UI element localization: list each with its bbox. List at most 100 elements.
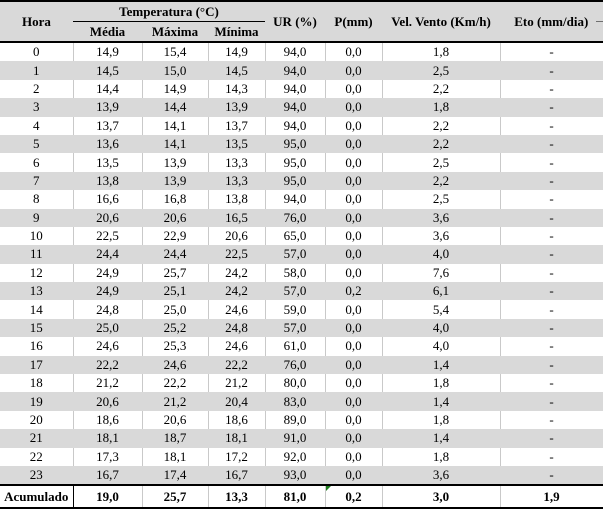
cell-eto: -	[499, 447, 603, 466]
cell-vento: 3,6	[381, 226, 501, 246]
cell-vento: 2,2	[381, 171, 501, 191]
table-row: 7 13,8 13,9 13,3 95,0 0,0 2,2-	[0, 171, 603, 191]
cell-eto: -	[499, 245, 603, 264]
cell-minima: 24,2	[207, 263, 266, 283]
cell-ur: 57,0	[264, 318, 326, 338]
cell-minima: 17,2	[207, 447, 266, 466]
cell-eto: -	[499, 429, 603, 448]
footer-row-acumulado: Acumulado 19,0 25,7 13,3 81,0 0,2 3,0 1,…	[0, 485, 603, 509]
cell-vento: 2,2	[381, 134, 501, 154]
cell-vento: 4,0	[381, 337, 501, 356]
cell-ur: 80,0	[264, 374, 326, 393]
cell-minima: 22,2	[207, 355, 266, 375]
cell-minima: 20,4	[207, 392, 266, 411]
cell-ur: 94,0	[264, 98, 326, 117]
cell-ur: 93,0	[264, 465, 326, 486]
cell-ur: 95,0	[264, 171, 326, 191]
table-row: 12 24,9 25,7 24,2 58,0 0,0 7,6-	[0, 263, 603, 283]
cell-p: 0,0	[324, 190, 383, 209]
cell-vento: 1,8	[381, 447, 501, 466]
cell-ur: 89,0	[264, 410, 326, 430]
cell-media: 24,6	[72, 337, 142, 356]
cell-ur: 94,0	[264, 42, 326, 62]
cell-p: 0,0	[324, 355, 383, 375]
cell-p: 0,0	[324, 134, 383, 154]
cell-media: 22,2	[72, 355, 142, 375]
table-row: 19 20,6 21,2 20,4 83,0 0,0 1,4-	[0, 392, 603, 411]
cell-ur: 57,0	[264, 282, 326, 301]
cell-eto: -	[499, 410, 603, 430]
cell-hora: 9	[0, 208, 73, 227]
cell-media: 18,6	[72, 410, 142, 430]
footer-cell-eto: 1,9	[499, 485, 603, 509]
cell-media: 13,5	[72, 153, 142, 172]
cell-p: 0,0	[324, 226, 383, 246]
cell-hora: 7	[0, 171, 73, 191]
table-row: 13 24,9 25,1 24,2 57,0 0,2 6,1-	[0, 282, 603, 301]
cell-maxima: 13,9	[141, 153, 208, 172]
cell-minima: 13,7	[207, 116, 266, 135]
cell-minima: 24,6	[207, 300, 266, 319]
cell-minima: 24,6	[207, 337, 266, 356]
cell-eto: -	[499, 300, 603, 319]
table-row: 10 22,5 22,9 20,6 65,0 0,0 3,6-	[0, 226, 603, 246]
cell-media: 14,9	[72, 42, 142, 62]
cell-maxima: 22,9	[141, 226, 208, 246]
cell-hora: 4	[33, 117, 40, 133]
cell-vento: 2,2	[381, 116, 501, 135]
table-row: 0 14,9 15,4 14,9 94,0 0,0 1,8-	[0, 42, 603, 62]
cell-maxima: 15,0	[141, 61, 208, 80]
footer-cell-maxima: 25,7	[141, 485, 208, 509]
cell-minima: 21,2	[207, 374, 266, 393]
cell-hora: 18	[29, 375, 43, 391]
table-body: 0 14,9 15,4 14,9 94,0 0,0 1,8-1 14,5 15,0 14,5 94,…	[0, 42, 603, 486]
cell-eto: -	[499, 263, 603, 283]
cell-ur: 94,0	[264, 116, 326, 135]
cell-ur: 76,0	[264, 355, 326, 375]
cell-vento: 7,6	[381, 263, 501, 283]
footer-label-acumulado: Acumulado	[0, 485, 74, 509]
cell-hora: 11	[0, 245, 73, 264]
cell-minima: 13,8	[207, 190, 266, 209]
header-row-1: Hora Temperatura (°C) UR (%) P(mm) Vel. …	[0, 1, 603, 42]
table-row: 5 13,6 14,1 13,5 95,0 0,0 2,2-	[0, 134, 603, 154]
cell-vento: 1,8	[381, 98, 501, 117]
cell-media: 20,6	[72, 392, 142, 411]
cell-ur: 95,0	[264, 134, 326, 154]
cell-media: 24,9	[72, 263, 142, 283]
cell-maxima: 14,9	[141, 79, 208, 99]
cell-p: 0,0	[324, 337, 383, 356]
footer-cell-ur: 81,0	[264, 485, 326, 509]
cell-ur: 58,0	[264, 263, 326, 283]
cell-p: 0,0	[324, 374, 383, 393]
cell-minima: 18,6	[207, 410, 266, 430]
cell-eto: -	[499, 134, 603, 154]
table-row: 22 17,3 18,1 17,2 92,0 0,0 1,8-	[0, 447, 603, 466]
cell-media: 14,5	[72, 61, 142, 80]
col-header-minima: Mínima	[208, 21, 266, 42]
cell-p: 0,0	[324, 171, 383, 191]
cell-media: 17,3	[72, 447, 142, 466]
cell-eto: -	[499, 116, 603, 135]
cell-p: 0,0	[324, 153, 383, 172]
cell-vento: 1,4	[381, 392, 501, 411]
cell-eto: -	[499, 374, 603, 393]
cell-hora: 3	[0, 98, 73, 117]
header-row-2: Média Máxima Mínima	[0, 21, 603, 42]
table-row: 2 14,4 14,9 14,3 94,0 0,0 2,2-	[0, 79, 603, 99]
table-header: Hora Temperatura (°C) UR (%) P(mm) Vel. …	[0, 1, 603, 42]
cell-media: 16,7	[72, 465, 142, 486]
table-row: 17 22,2 24,6 22,2 76,0 0,0 1,4-	[0, 355, 603, 375]
cell-ur: 59,0	[264, 300, 326, 319]
cell-vento: 2,5	[381, 153, 501, 172]
cell-hora: 17	[0, 355, 73, 375]
cell-p: 0,0	[324, 263, 383, 283]
cell-media: 13,7	[72, 116, 142, 135]
cell-p: 0,0	[324, 61, 383, 80]
cell-hora: 13	[0, 282, 73, 301]
cell-minima: 13,3	[207, 153, 266, 172]
cell-minima: 14,5	[207, 61, 266, 80]
cell-minima: 13,9	[207, 98, 266, 117]
cell-p: 0,0	[324, 245, 383, 264]
cell-vento: 2,5	[381, 61, 501, 80]
